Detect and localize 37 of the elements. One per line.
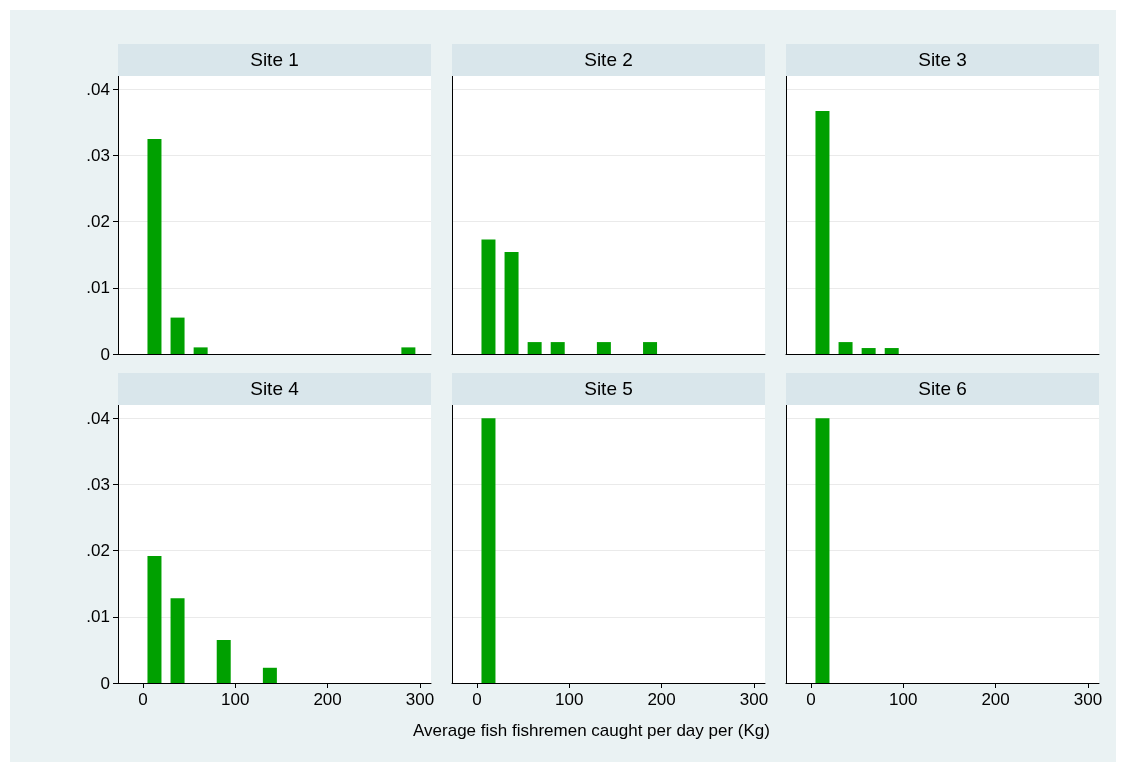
- bar: [262, 667, 277, 683]
- bar: [170, 317, 185, 354]
- y-tick-label: .02: [86, 212, 110, 232]
- x-tick-label: 0: [806, 690, 816, 709]
- y-tick-label: .04: [86, 79, 110, 99]
- y-tick-label: 0: [100, 344, 110, 364]
- y-tick-label: .04: [86, 408, 110, 428]
- x-axis-title: Average fish fishremen caught per day per (Kg): [413, 721, 770, 741]
- y-tick-label: .03: [86, 474, 110, 494]
- x-tick-label: 200: [647, 690, 676, 709]
- x-tick-label: 200: [981, 690, 1010, 709]
- x-tick-label: 0: [138, 690, 148, 709]
- chart-title: Site 1: [118, 44, 431, 76]
- y-tick-label: .02: [86, 541, 110, 561]
- chart-title: Site 5: [452, 373, 765, 405]
- x-tick-label: 100: [555, 690, 584, 709]
- bar: [216, 639, 231, 683]
- bar: [170, 598, 185, 683]
- y-tick-label: 0: [100, 673, 110, 693]
- y-tick-label: .01: [86, 607, 110, 627]
- x-tick-label: 100: [889, 690, 918, 709]
- x-tick-label: 300: [1073, 690, 1103, 709]
- bar: [401, 347, 416, 354]
- x-tick-label: 300: [739, 690, 769, 709]
- chart-title: Site 6: [786, 373, 1099, 405]
- x-tick-label: 200: [313, 690, 342, 709]
- bar: [147, 138, 162, 354]
- chart-title: Site 2: [452, 44, 765, 76]
- chart-title: Site 3: [786, 44, 1099, 76]
- bar: [147, 555, 162, 683]
- x-tick-label: 300: [405, 690, 435, 709]
- chart-title: Site 4: [118, 373, 431, 405]
- x-tick-label: 0: [472, 690, 482, 709]
- x-tick-label: 100: [221, 690, 250, 709]
- y-tick-label: .01: [86, 278, 110, 298]
- y-tick-label: .03: [86, 145, 110, 165]
- bar: [193, 347, 208, 354]
